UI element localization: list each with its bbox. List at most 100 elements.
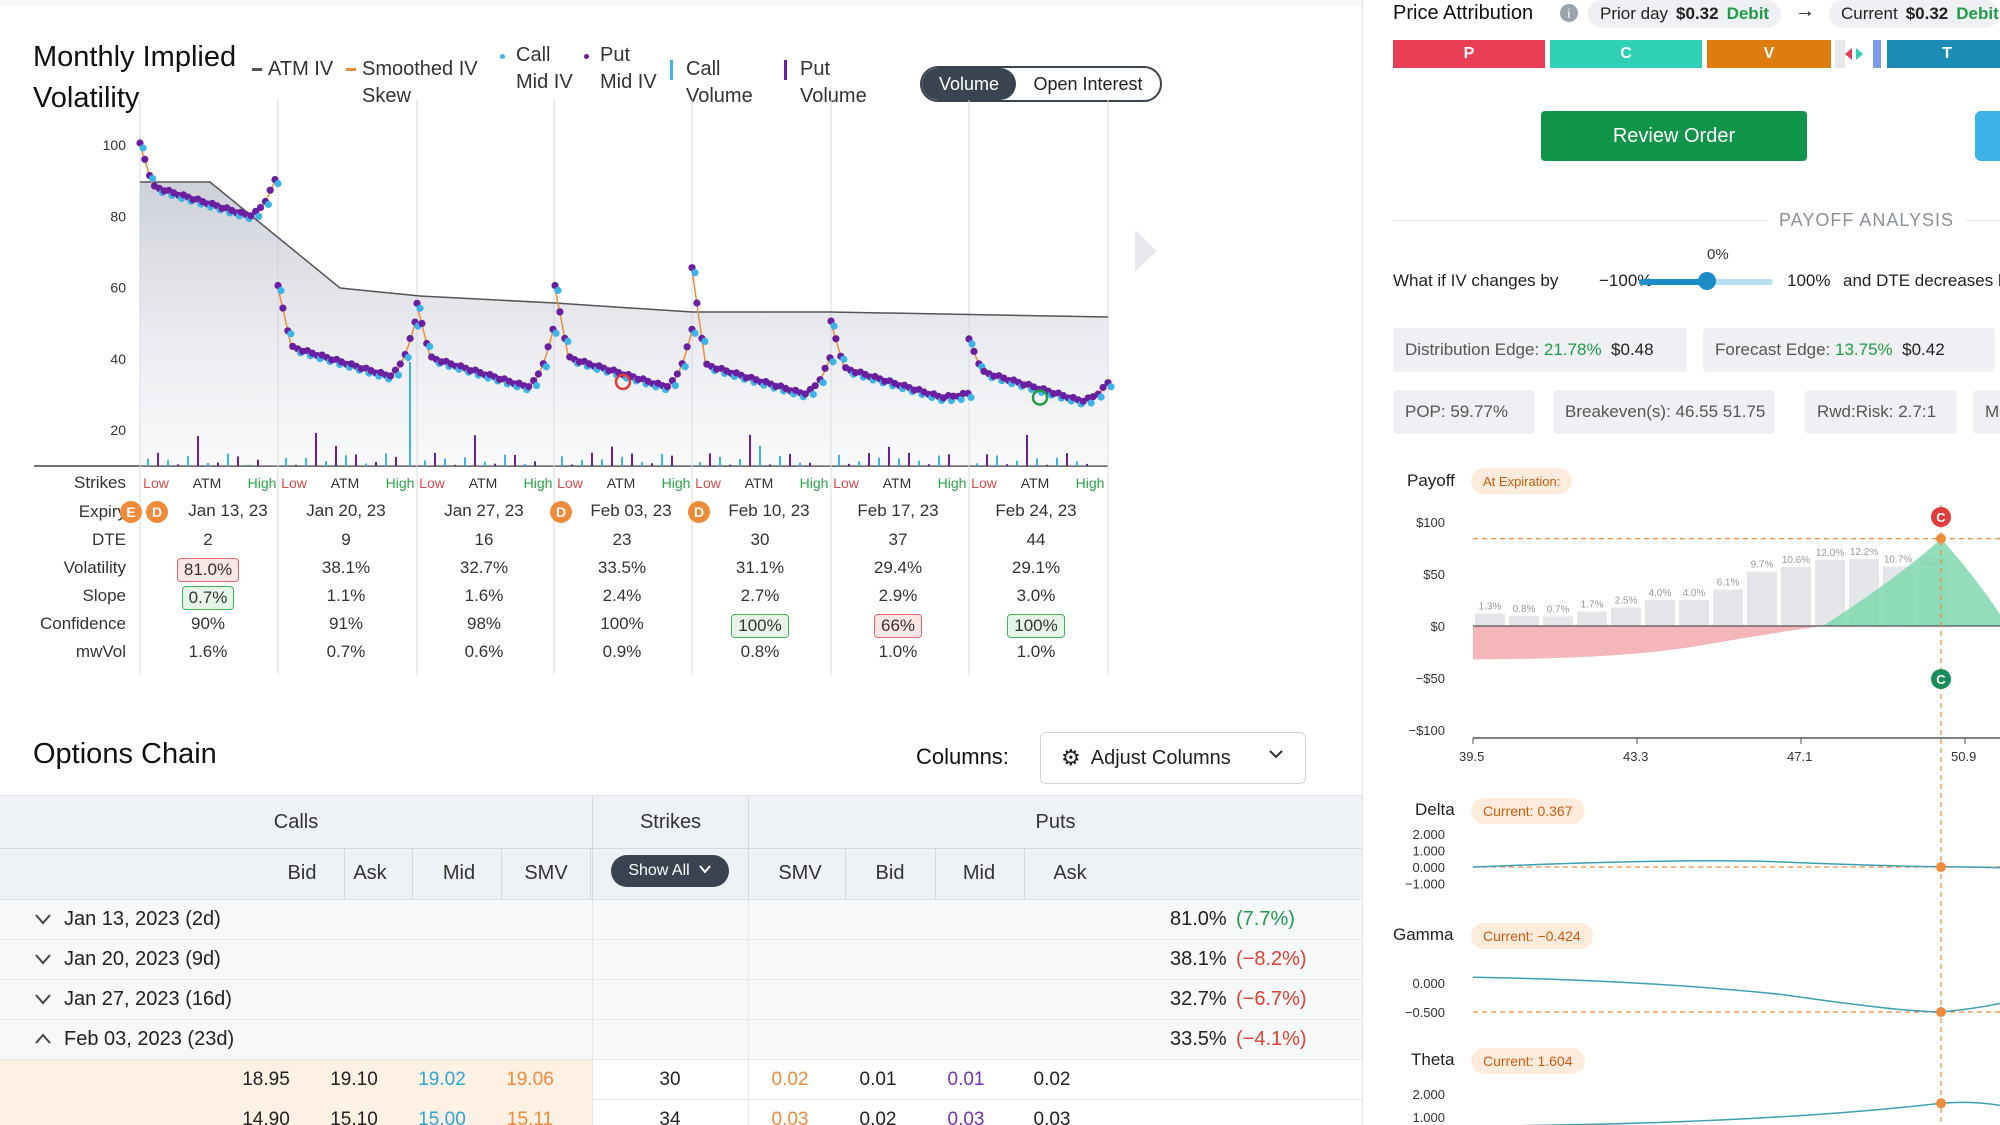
iv-conf-value: 66% xyxy=(873,614,923,638)
call-iv-point xyxy=(274,180,282,188)
call-iv-point xyxy=(255,212,263,220)
chevron-down-icon[interactable] xyxy=(34,992,52,1011)
iv-conf-cell: 91% xyxy=(276,614,416,634)
distribution-edge-box: Distribution Edge: 21.78% $0.48 xyxy=(1393,328,1687,372)
iv-vol-value: 32.7% xyxy=(459,558,509,577)
distribution-label: 9.7% xyxy=(1751,560,1774,571)
distribution-bar xyxy=(1509,616,1539,626)
payoff-analysis-heading: PAYOFF ANALYSIS xyxy=(1767,210,1967,231)
legend-mark-2 xyxy=(500,54,505,59)
put-iv-point xyxy=(247,212,255,220)
strike-high: High xyxy=(247,475,277,491)
distribution-edge-pct: 21.78% xyxy=(1543,340,1602,359)
call-iv-point xyxy=(819,379,827,387)
adjust-columns-dropdown[interactable]: ⚙ Adjust Columns xyxy=(1040,732,1306,784)
sep xyxy=(748,1060,749,1100)
payoff-y-tick: −$100 xyxy=(1408,723,1445,738)
strike-atm: ATM xyxy=(330,475,360,491)
iv-conf-cell: 100% xyxy=(690,614,830,638)
iv-slope-value: 1.6% xyxy=(464,586,504,605)
iv-conf-value: 100% xyxy=(731,614,789,638)
iv-dte-cell: 30 xyxy=(690,530,830,550)
call-iv-point xyxy=(542,363,550,371)
iv-vol-cell: 31.1% xyxy=(690,558,830,578)
put-iv-point xyxy=(673,370,681,378)
put-iv-point xyxy=(693,299,701,307)
expiration-row[interactable]: Jan 20, 2023 (9d) 38.1% (−8.2%) xyxy=(0,940,1362,980)
expiration-iv: 81.0% xyxy=(1170,908,1227,930)
iv-slope-value: 2.4% xyxy=(602,586,642,605)
chevron-down-icon[interactable] xyxy=(34,952,52,971)
expiration-label: Jan 27, 2023 (16d) xyxy=(64,988,232,1010)
call-iv-point xyxy=(404,353,412,362)
sep xyxy=(344,849,345,901)
show-all-button[interactable]: Show All xyxy=(611,855,729,887)
iv-vol-value: 29.4% xyxy=(873,558,923,577)
expiry-label: Feb 10, 23 xyxy=(728,501,810,520)
iv-dte-value: 37 xyxy=(888,530,908,549)
iv-slider-handle[interactable] xyxy=(1698,272,1716,290)
expiration-label: Jan 13, 2023 (2d) xyxy=(64,908,221,930)
theta-y-tick: 1.000 xyxy=(1412,1110,1445,1125)
expiration-row[interactable]: Feb 03, 2023 (23d) 33.5% (−4.1%) xyxy=(0,1020,1362,1060)
call-iv-point xyxy=(967,393,975,401)
gamma-y-tick: −0.500 xyxy=(1405,1005,1445,1020)
open-interest-toggle[interactable]: Open Interest xyxy=(1033,73,1143,94)
iv-slope-cell: 1.1% xyxy=(276,586,416,606)
expiration-iv: 33.5% xyxy=(1170,1028,1227,1050)
put-iv-point xyxy=(534,370,543,378)
expiration-row[interactable]: Jan 13, 2023 (2d) 81.0% (7.7%) xyxy=(0,900,1362,940)
reward-risk-box: Rwd:Risk: 2.7:1 xyxy=(1805,390,1957,434)
attribution-segment-p: P xyxy=(1393,40,1545,68)
iv-mwvol-value: 1.0% xyxy=(1016,642,1056,661)
call-col-ask: Ask xyxy=(353,862,387,884)
put-iv-point xyxy=(141,155,149,163)
info-icon[interactable]: i xyxy=(1559,3,1579,28)
delta-current-point xyxy=(1936,862,1946,872)
payoff-loss-area xyxy=(1473,626,1823,660)
iv-vol-cell: 38.1% xyxy=(276,558,416,578)
payoff-x-tick: 47.1 xyxy=(1787,749,1812,764)
iv-vol-value: 33.5% xyxy=(597,558,647,577)
review-order-button[interactable]: Review Order xyxy=(1541,111,1807,161)
volume-oi-toggle[interactable]: Volume Open Interest xyxy=(920,66,1162,102)
chevron-up-icon[interactable] xyxy=(34,1032,52,1051)
volume-toggle[interactable]: Volume xyxy=(922,68,1016,100)
table-row[interactable]: 14.90 15.10 15.00 15.11 34 0.03 0.02 0.03 0.03 xyxy=(0,1100,1362,1125)
put-iv-point xyxy=(832,335,840,343)
strike-low: Low xyxy=(695,475,721,491)
strike-low: Low xyxy=(971,475,997,491)
strike-atm: ATM xyxy=(606,475,636,491)
expiration-row[interactable]: Jan 27, 2023 (16d) 32.7% (−6.7%) xyxy=(0,980,1362,1020)
iv-dte-cell: 44 xyxy=(966,530,1106,550)
call-iv-point xyxy=(394,371,402,379)
cell-cmid: 15.00 xyxy=(418,1109,466,1125)
legend-label-4: Call Volume xyxy=(686,58,753,107)
strike-low: Low xyxy=(143,475,169,491)
next-arrow-icon[interactable] xyxy=(1133,228,1159,274)
strike-low: Low xyxy=(419,475,445,491)
distribution-label: 2.5% xyxy=(1615,596,1638,607)
table-row[interactable]: 18.95 19.10 19.02 19.06 30 0.02 0.01 0.01 0.02 xyxy=(0,1060,1362,1100)
call-iv-point xyxy=(287,330,295,338)
iv-mwvol-cell: 0.8% xyxy=(690,642,830,662)
slider-value: 0% xyxy=(1707,246,1729,263)
dividend-badge: D xyxy=(550,501,572,523)
calls-header: Calls xyxy=(273,811,319,833)
delta-y-tick: 0.000 xyxy=(1412,860,1445,875)
chevron-down-icon[interactable] xyxy=(34,912,52,931)
cell-cbid: 18.95 xyxy=(242,1069,290,1090)
call-iv-point xyxy=(671,382,680,390)
iv-mwvol-value: 1.6% xyxy=(188,642,228,661)
cell-pask: 0.02 xyxy=(1033,1069,1071,1090)
legend-mark-4 xyxy=(670,60,673,80)
put-col-smv: SMV xyxy=(778,862,822,884)
cell-pask: 0.03 xyxy=(1033,1109,1071,1125)
strikes-header: Strikes xyxy=(639,811,702,833)
sep xyxy=(1024,849,1025,901)
dte-label: and DTE decreases b xyxy=(1843,271,2000,290)
distribution-bar xyxy=(1747,571,1777,626)
share-button[interactable] xyxy=(1975,111,2000,161)
iv-mwvol-cell: 0.7% xyxy=(276,642,416,662)
payoff-x-tick: 39.5 xyxy=(1459,749,1484,764)
